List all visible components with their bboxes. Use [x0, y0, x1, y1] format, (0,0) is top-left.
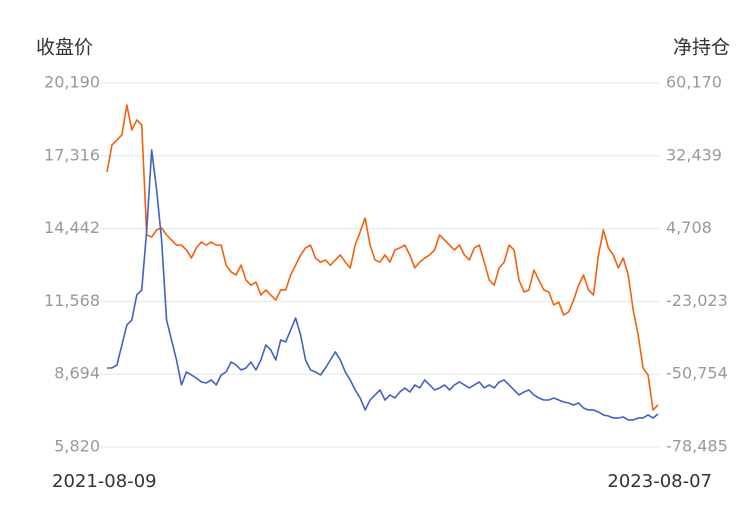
- y2-tick-label: -23,023: [666, 291, 728, 310]
- y-tick-label: 11,568: [44, 291, 100, 310]
- y-axis-title: 收盘价: [36, 37, 93, 59]
- y2-tick-label: 4,708: [666, 218, 712, 237]
- y-tick-label: 8,694: [54, 364, 100, 383]
- series-line: [106, 104, 659, 411]
- x-tick-label: 2023-08-07: [607, 471, 712, 492]
- series-line: [107, 149, 659, 421]
- y-tick-label: 20,190: [44, 73, 100, 92]
- y-tick-label: 17,316: [44, 145, 100, 164]
- y-tick-label: 5,820: [54, 437, 100, 456]
- y2-axis-title: 净持仓: [673, 37, 730, 59]
- y2-tick-label: -78,485: [666, 437, 728, 456]
- y2-tick-label: 32,439: [666, 145, 722, 164]
- x-tick-label: 2021-08-09: [52, 471, 157, 492]
- y-tick-label: 14,442: [44, 218, 100, 237]
- y2-tick-label: -50,754: [666, 364, 728, 383]
- y2-tick-label: 60,170: [666, 73, 722, 92]
